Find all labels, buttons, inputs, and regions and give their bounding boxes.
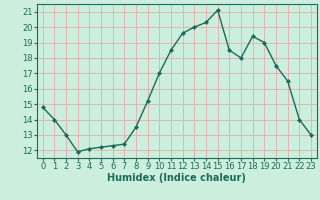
X-axis label: Humidex (Indice chaleur): Humidex (Indice chaleur) (108, 173, 246, 183)
